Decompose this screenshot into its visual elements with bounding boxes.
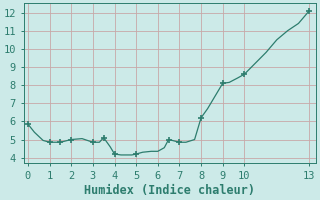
X-axis label: Humidex (Indice chaleur): Humidex (Indice chaleur) — [84, 184, 255, 197]
